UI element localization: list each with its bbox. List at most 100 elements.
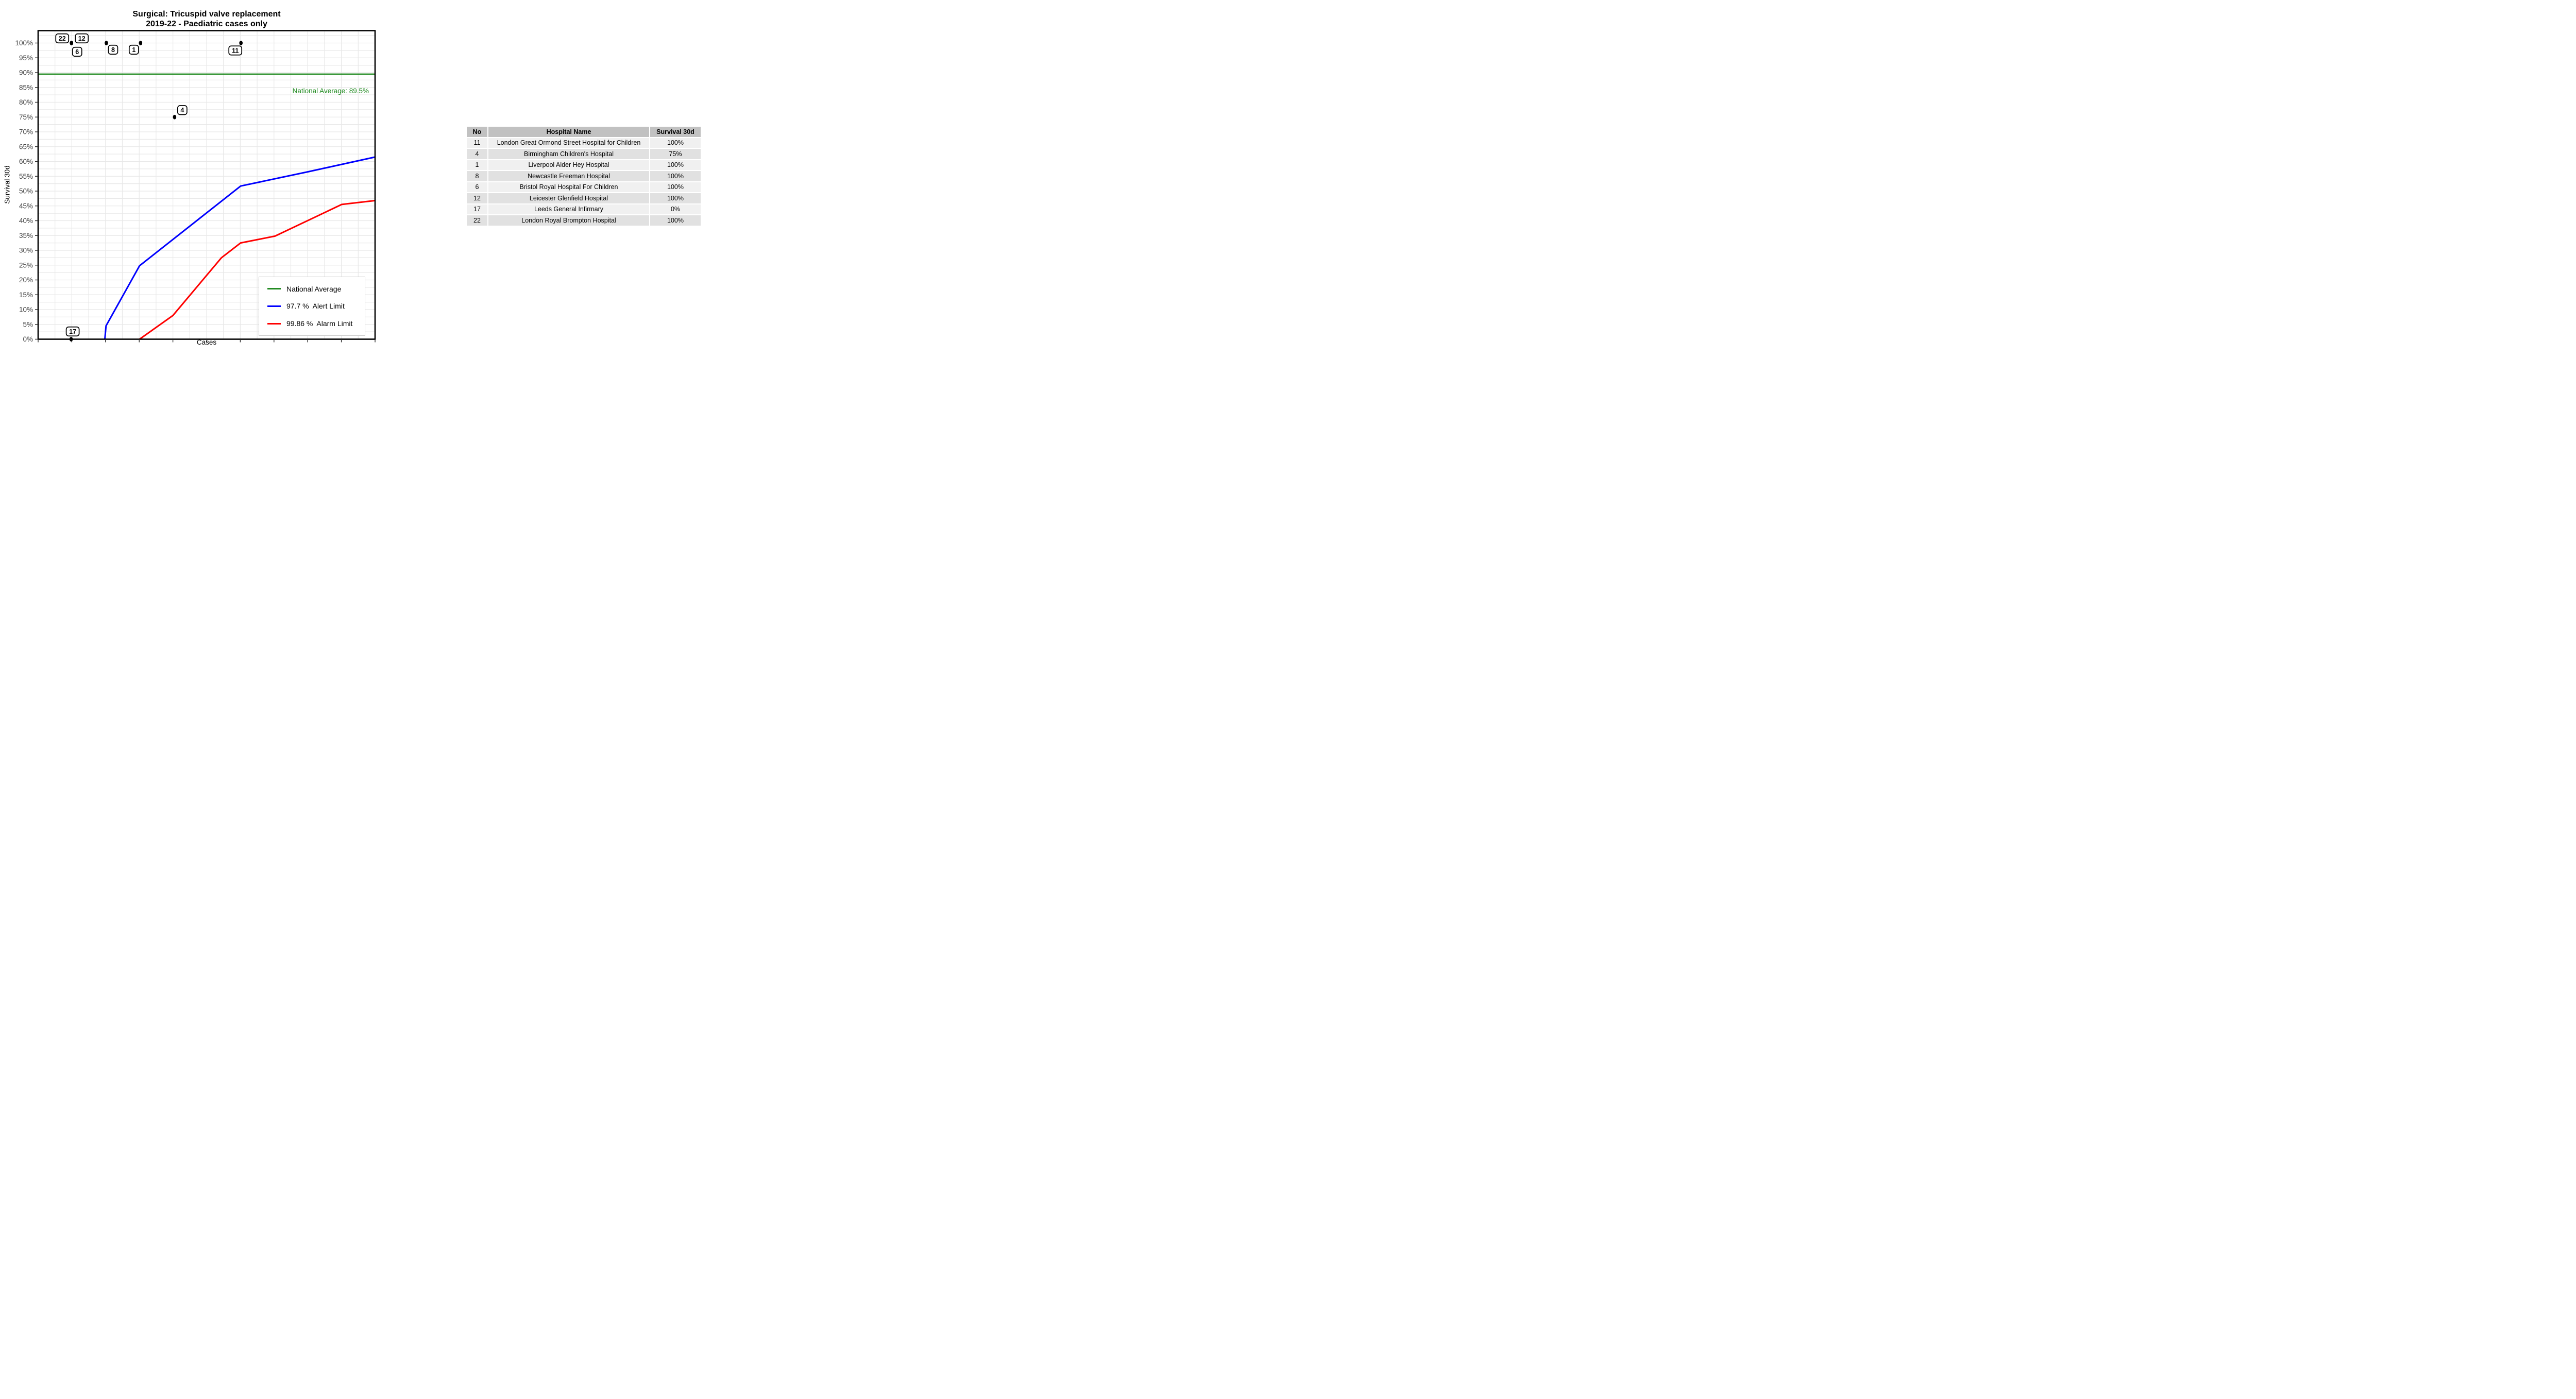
data-point-8 (105, 41, 108, 45)
survival-30d: 100% (650, 160, 701, 170)
hospital-name: Bristol Royal Hospital For Children (488, 182, 649, 192)
survival-30d: 75% (650, 149, 701, 159)
legend-label: 97.7 % Alert Limit (286, 302, 345, 311)
point-label-22: 22 (55, 33, 70, 44)
y-tick-label: 90% (19, 69, 33, 77)
y-tick-label: 10% (19, 306, 33, 314)
legend-label: 99.86 % Alarm Limit (286, 319, 353, 328)
svg-text:6: 6 (75, 48, 79, 56)
y-tick-label: 45% (19, 202, 33, 210)
table-row-hospital-11: 11 London Great Ormond Street Hospital fo… (467, 138, 701, 148)
y-tick-label: 30% (19, 247, 33, 254)
svg-text:4: 4 (180, 107, 184, 114)
alert-limit-line-swatch (267, 305, 281, 307)
hospital-no: 1 (467, 160, 487, 170)
table-row-hospital-22: 22 London Royal Brompton Hospital 100% (467, 215, 701, 226)
point-label-17: 17 (65, 326, 80, 337)
legend-item-alert-limit: 97.7 % Alert Limit (267, 302, 363, 310)
chart-legend: National Average 97.7 % Alert Limit 99.8… (259, 277, 365, 336)
svg-text:22: 22 (59, 35, 66, 42)
svg-text:1: 1 (132, 46, 135, 54)
y-tick-label: 35% (19, 232, 33, 240)
national-average-line-swatch (267, 288, 281, 290)
chart-title-line2: 2019-22 - Paediatric cases only (146, 19, 267, 28)
alarm-limit-curve (139, 199, 376, 340)
hospital-results-table: No Hospital Name Survival 30d 11 London Gre… (466, 126, 702, 227)
point-label-11: 11 (228, 45, 243, 56)
y-tick-label: 60% (19, 158, 33, 165)
point-label-12: 12 (75, 33, 89, 44)
y-tick-label: 55% (19, 173, 33, 180)
y-axis-title: Survival 30d (3, 165, 11, 204)
survival-30d: 100% (650, 215, 701, 226)
svg-text:12: 12 (78, 35, 86, 42)
y-tick-label: 65% (19, 143, 33, 150)
hospital-no: 8 (467, 171, 487, 181)
y-axis-ticks: 0% 5% 10% 15% 20% 25% 30% 35% 40% 45% 50% 55% 60% 65%… (15, 39, 38, 343)
svg-text:8: 8 (111, 46, 115, 54)
y-tick-label: 40% (19, 217, 33, 225)
data-point-11 (239, 41, 243, 45)
table-row-hospital-1: 1 Liverpool Alder Hey Hospital 100% (467, 160, 701, 170)
funnel-plot-page: National Average: 89.5% 0% 5% 10% 15% 20% 25% 3… (0, 0, 760, 350)
hospital-name: Newcastle Freeman Hospital (488, 171, 649, 181)
y-tick-label: 25% (19, 261, 33, 269)
x-axis-title: Cases (196, 338, 217, 346)
y-tick-label: 15% (19, 291, 33, 299)
y-tick-label: 75% (19, 113, 33, 121)
svg-text:17: 17 (69, 328, 76, 335)
hospital-results-table-wrap: No Hospital Name Survival 30d 11 London Gre… (466, 126, 702, 227)
hospital-name: London Royal Brompton Hospital (488, 215, 649, 226)
survival-30d: 0% (650, 204, 701, 214)
y-tick-label: 20% (19, 276, 33, 284)
hospital-no: 6 (467, 182, 487, 192)
alert-limit-curve (104, 156, 376, 339)
y-tick-label: 100% (15, 39, 33, 47)
column-header: Survival 30d (650, 127, 701, 137)
hospital-name: Leeds General Infirmary (488, 204, 649, 214)
table-row-hospital-17: 17 Leeds General Infirmary 0% (467, 204, 701, 214)
table-row-hospital-4: 4 Birmingham Children's Hospital 75% (467, 149, 701, 159)
hospital-name: Liverpool Alder Hey Hospital (488, 160, 649, 170)
y-tick-label: 5% (23, 320, 33, 328)
chart-title: Surgical: Tricuspid valve replacement 20… (38, 10, 375, 29)
data-point-4 (173, 114, 177, 120)
data-point-1 (139, 41, 143, 45)
survival-30d: 100% (650, 182, 701, 192)
hospital-no: 11 (467, 138, 487, 148)
survival-30d: 100% (650, 138, 701, 148)
y-tick-label: 70% (19, 128, 33, 136)
hospital-no: 4 (467, 149, 487, 159)
y-tick-label: 85% (19, 83, 33, 91)
national-average-annotation: National Average: 89.5% (293, 87, 369, 95)
hospital-no: 22 (467, 215, 487, 226)
legend-label: National Average (286, 284, 342, 293)
hospital-name: Leicester Glenfield Hospital (488, 193, 649, 203)
hospital-no: 17 (467, 204, 487, 214)
data-point-6 (70, 41, 74, 45)
column-header: Hospital Name (488, 127, 649, 137)
point-label-6: 6 (72, 46, 82, 57)
hospital-name: Birmingham Children's Hospital (488, 149, 649, 159)
table-header-row: No Hospital Name Survival 30d (467, 127, 701, 137)
data-point-17 (69, 337, 73, 342)
y-tick-label: 95% (19, 54, 33, 62)
survival-30d: 100% (650, 193, 701, 203)
table-row-hospital-6: 6 Bristol Royal Hospital For Children 100% (467, 182, 701, 192)
legend-item-alarm-limit: 99.86 % Alarm Limit (267, 319, 363, 328)
point-label-4: 4 (177, 105, 188, 115)
survival-30d: 100% (650, 171, 701, 181)
alarm-limit-line-swatch (267, 322, 281, 325)
table-row-hospital-8: 8 Newcastle Freeman Hospital 100% (467, 171, 701, 181)
column-header: No (467, 127, 487, 137)
hospital-name: London Great Ormond Street Hospital for … (488, 138, 649, 148)
hospital-no: 12 (467, 193, 487, 203)
svg-text:11: 11 (232, 47, 239, 54)
legend-item-national-average: National Average (267, 285, 363, 293)
y-tick-label: 0% (23, 335, 33, 343)
y-tick-label: 50% (19, 187, 33, 195)
y-tick-label: 80% (19, 98, 33, 106)
point-label-1: 1 (128, 44, 139, 55)
point-label-8: 8 (108, 44, 118, 55)
chart-title-line1: Surgical: Tricuspid valve replacement (132, 10, 281, 19)
